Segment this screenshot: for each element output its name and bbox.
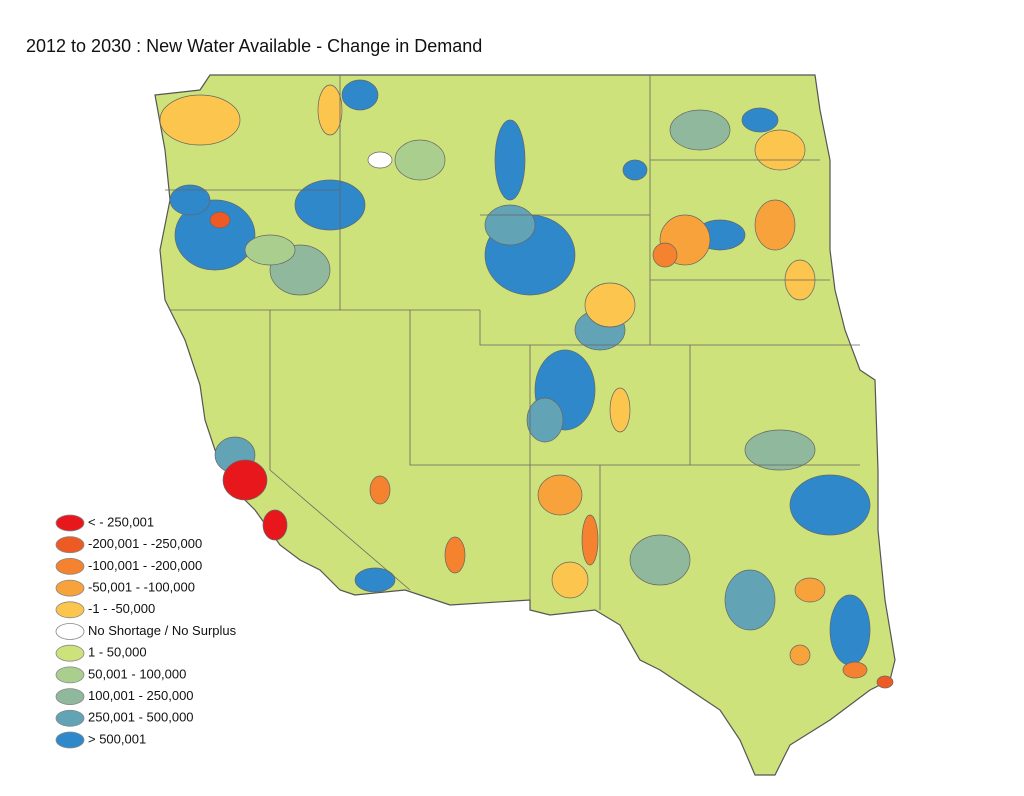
watershed <box>484 204 536 246</box>
legend-swatch <box>55 558 85 575</box>
region-outline <box>154 74 896 776</box>
watershed <box>754 129 806 171</box>
legend-swatch <box>55 644 85 662</box>
state-borders <box>165 75 860 610</box>
legend-label: > 500,001 <box>88 731 146 746</box>
watershed <box>294 179 366 231</box>
watershed <box>394 139 446 181</box>
watershed <box>829 594 871 666</box>
legend-label: 100,001 - 250,000 <box>88 688 194 703</box>
watershed <box>222 459 268 501</box>
watershed <box>629 534 691 586</box>
watershed <box>494 119 526 201</box>
legend-label: 50,001 - 100,000 <box>88 666 186 681</box>
legend-swatch <box>55 623 85 640</box>
watershed <box>794 577 826 603</box>
watershed <box>789 474 871 536</box>
legend-swatch <box>55 709 85 727</box>
watershed <box>341 79 379 111</box>
watershed <box>724 569 776 631</box>
watershed <box>609 387 631 433</box>
watershed <box>444 536 466 574</box>
watershed <box>354 567 396 593</box>
legend-label: -1 - -50,000 <box>88 601 155 616</box>
legend-label: -200,001 - -250,000 <box>88 536 202 551</box>
watershed <box>622 159 648 181</box>
watershed <box>367 151 393 169</box>
watershed <box>262 509 288 541</box>
legend-swatch <box>55 536 85 554</box>
legend-swatch <box>55 666 85 684</box>
watershed <box>842 661 868 679</box>
legend-label: No Shortage / No Surplus <box>88 623 237 638</box>
watershed <box>744 429 816 471</box>
watershed <box>789 644 811 666</box>
watershed <box>369 475 391 505</box>
watershed <box>754 199 796 251</box>
watershed <box>244 234 296 266</box>
map-title: 2012 to 2030 : New Water Available - Cha… <box>26 36 482 56</box>
legend-swatch <box>55 579 85 597</box>
legend-swatch <box>55 514 85 532</box>
watershed <box>584 282 636 328</box>
legend-label: 1 - 50,000 <box>88 645 147 660</box>
watershed <box>537 474 583 516</box>
watershed <box>652 242 678 268</box>
legend-label: -100,001 - -200,000 <box>88 558 202 573</box>
legend-swatch <box>55 688 85 705</box>
watershed <box>581 514 599 566</box>
watershed <box>174 199 256 271</box>
legend: < - 250,001 -200,001 - -250,000 -100,001 -… <box>55 514 237 749</box>
watershed <box>159 94 241 146</box>
watershed <box>169 184 211 216</box>
legend-swatch <box>55 731 85 749</box>
legend-label: 250,001 - 500,000 <box>88 710 194 725</box>
watershed <box>669 109 731 151</box>
watershed <box>209 211 231 229</box>
watershed <box>551 561 589 599</box>
watershed <box>526 397 564 443</box>
watershed <box>876 675 894 689</box>
watershed <box>741 107 779 133</box>
legend-label: < - 250,001 <box>88 514 154 529</box>
watershed <box>317 84 343 136</box>
legend-swatch <box>55 601 85 619</box>
legend-label: -50,001 - -100,000 <box>88 580 195 595</box>
